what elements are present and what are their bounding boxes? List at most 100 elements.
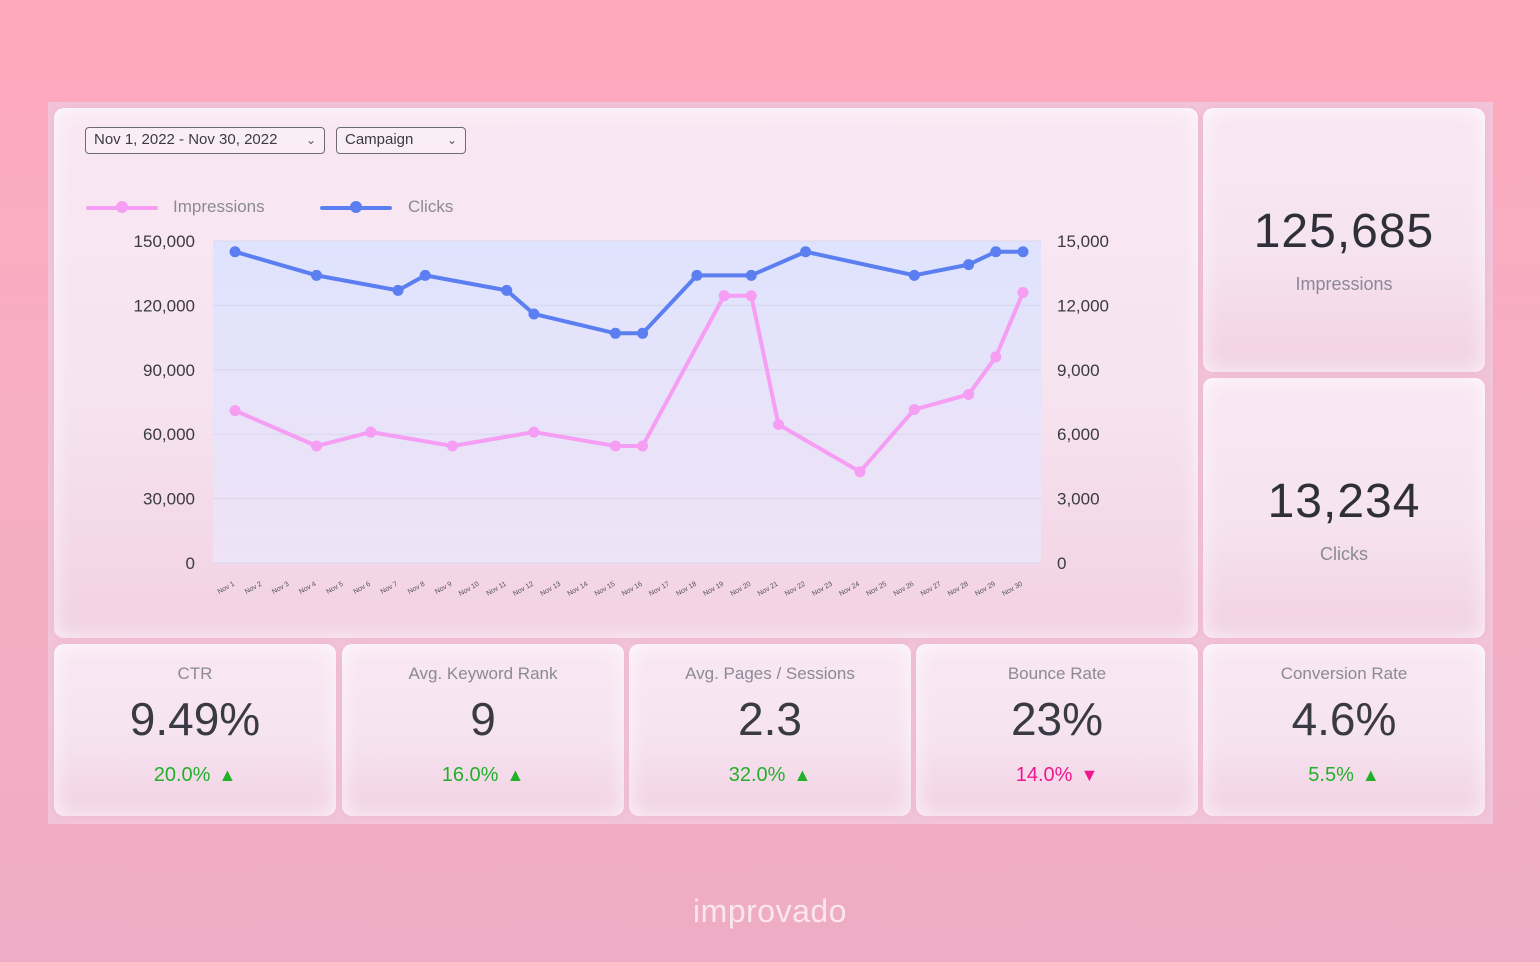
x-tick-label: Nov 23 — [811, 581, 834, 598]
impressions-point — [772, 419, 784, 431]
ctr-change: 20.0% ▲ — [54, 764, 336, 787]
y-left-tick-label: 120,000 — [134, 296, 195, 315]
x-tick-label: Nov 28 — [947, 581, 970, 598]
y-left-tick-label: 90,000 — [143, 361, 195, 380]
clicks-point — [963, 259, 975, 271]
keyword-rank-label: Avg. Keyword Rank — [408, 664, 558, 683]
impressions-point — [745, 290, 757, 302]
ctr-change-value: 20.0% — [153, 764, 211, 786]
triangle-down-icon: ▼ — [1080, 765, 1099, 785]
x-tick-label: Nov 26 — [893, 581, 916, 598]
impressions-legend-dot — [116, 201, 128, 213]
impressions-point — [854, 466, 866, 478]
clicks-point — [637, 327, 649, 339]
triangle-up-icon: ▲ — [793, 765, 812, 785]
y-right-tick-label: 12,000 — [1057, 296, 1109, 315]
keyword-rank-card: Avg. Keyword Rank 9 16.0% ▲ — [342, 644, 624, 816]
conversion-rate-change-value: 5.5% — [1308, 764, 1354, 786]
x-tick-label: Nov 24 — [838, 581, 861, 598]
impressions-point — [365, 426, 377, 438]
x-tick-label: Nov 1 — [217, 581, 236, 596]
keyword-rank-change: 16.0% ▲ — [342, 764, 624, 787]
pages-sessions-change-value: 32.0% — [728, 764, 786, 786]
x-tick-label: Nov 19 — [702, 581, 725, 598]
triangle-up-icon: ▲ — [1361, 765, 1380, 785]
pages-sessions-value: 2.3 — [738, 693, 802, 745]
triangle-up-icon: ▲ — [506, 765, 525, 785]
clicks-point — [990, 246, 1002, 258]
impressions-point — [963, 388, 975, 400]
y-left-tick-label: 30,000 — [143, 490, 195, 509]
impressions-point — [446, 440, 458, 452]
y-left-tick-label: 0 — [186, 554, 195, 573]
line-chart: 0 30,000 60,000 90,000 120,000 150,000 0 3,000 6… — [134, 232, 1109, 598]
impressions-point — [609, 440, 621, 452]
clicks-point — [691, 269, 703, 281]
x-tick-label: Nov 8 — [407, 581, 426, 596]
conversion-rate-label: Conversion Rate — [1280, 664, 1408, 683]
x-tick-label: Nov 21 — [757, 581, 780, 598]
clicks-total: 13,234 — [1267, 475, 1421, 528]
x-tick-label: Nov 10 — [458, 581, 481, 598]
x-tick-label: Nov 9 — [434, 581, 453, 596]
x-tick-label: Nov 7 — [380, 581, 399, 596]
keyword-rank-change-value: 16.0% — [441, 764, 499, 786]
ctr-value: 9.49% — [129, 693, 261, 745]
clicks-legend-dot — [350, 201, 362, 213]
x-tick-label: Nov 22 — [784, 581, 807, 598]
clicks-point — [392, 284, 404, 296]
x-tick-label: Nov 2 — [244, 581, 263, 596]
pages-sessions-change: 32.0% ▲ — [629, 764, 911, 787]
bounce-rate-change-value: 14.0% — [1015, 764, 1073, 786]
x-tick-label: Nov 11 — [485, 581, 507, 598]
clicks-point — [745, 269, 757, 281]
x-tick-label: Nov 12 — [512, 581, 535, 598]
x-tick-label: Nov 15 — [594, 581, 617, 598]
x-tick-label: Nov 6 — [353, 581, 372, 596]
bounce-rate-card: Bounce Rate 23% 14.0% ▼ — [916, 644, 1198, 816]
triangle-up-icon: ▲ — [218, 765, 237, 785]
x-tick-label: Nov 5 — [325, 581, 344, 596]
y-right-tick-label: 0 — [1057, 554, 1066, 573]
y-right-tick-label: 15,000 — [1057, 232, 1109, 251]
dashboard-board: Nov 1, 2022 - Nov 30, 2022 ⌄ Campaign ⌄ … — [48, 102, 1493, 824]
impressions-total: 125,685 — [1253, 205, 1435, 258]
clicks-point — [1017, 246, 1029, 258]
x-tick-label: Nov 13 — [539, 581, 562, 598]
impressions-point — [229, 405, 241, 417]
conversion-rate-change: 5.5% ▲ — [1203, 764, 1485, 787]
impressions-point — [990, 351, 1002, 363]
clicks-point — [609, 327, 621, 339]
x-tick-label: Nov 3 — [271, 581, 290, 596]
x-tick-label: Nov 4 — [298, 581, 317, 596]
clicks-total-label: Clicks — [1320, 544, 1368, 564]
clicks-point — [419, 269, 431, 281]
x-tick-label: Nov 20 — [730, 581, 753, 598]
impressions-total-label: Impressions — [1295, 274, 1393, 294]
y-left-tick-label: 60,000 — [143, 425, 195, 444]
campaign-dropdown[interactable]: Campaign ⌄ — [336, 127, 466, 154]
brand-logo: improvado — [693, 893, 847, 929]
legend-impressions: Impressions — [173, 197, 265, 216]
conversion-rate-value: 4.6% — [1291, 693, 1397, 745]
y-left-tick-label: 150,000 — [134, 232, 195, 251]
x-tick-label: Nov 30 — [1001, 581, 1024, 598]
x-tick-label: Nov 29 — [974, 581, 997, 598]
x-tick-label: Nov 18 — [675, 581, 698, 598]
keyword-rank-value: 9 — [470, 693, 496, 745]
clicks-point — [528, 308, 540, 320]
date-range-dropdown[interactable]: Nov 1, 2022 - Nov 30, 2022 ⌄ — [85, 127, 325, 154]
y-right-tick-label: 6,000 — [1057, 425, 1100, 444]
impressions-kpi-card: 125,685 Impressions — [1203, 108, 1485, 372]
bounce-rate-change: 14.0% ▼ — [916, 764, 1198, 787]
clicks-kpi-card: 13,234 Clicks — [1203, 378, 1485, 638]
chevron-down-icon: ⌄ — [305, 133, 316, 147]
ctr-card: CTR 9.49% 20.0% ▲ — [54, 644, 336, 816]
bounce-rate-value: 23% — [1010, 693, 1104, 745]
ctr-label: CTR — [177, 664, 213, 683]
campaign-value: Campaign — [345, 131, 414, 148]
x-tick-label: Nov 27 — [920, 581, 943, 598]
legend-clicks: Clicks — [408, 197, 454, 216]
date-range-value: Nov 1, 2022 - Nov 30, 2022 — [94, 131, 278, 148]
pages-sessions-label: Avg. Pages / Sessions — [685, 664, 855, 683]
